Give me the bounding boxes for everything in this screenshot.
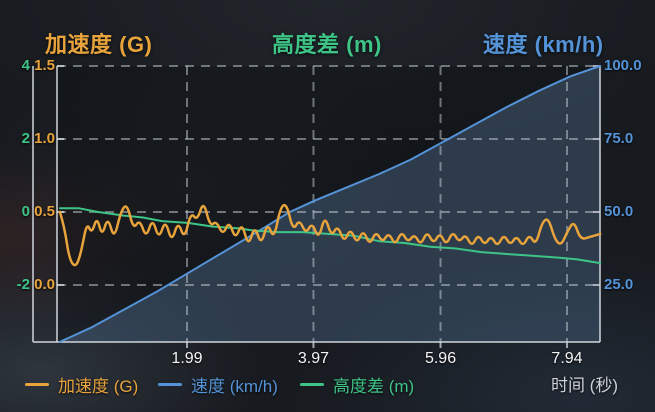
- speed-axis-title: 速度 (km/h): [483, 32, 604, 57]
- legend-label-height: 高度差 (m): [333, 376, 415, 396]
- speed-y-tick-label: 25.0: [604, 276, 634, 293]
- accel-y-tick-label: 0.5: [34, 203, 55, 220]
- speed-area-fill: [57, 66, 601, 342]
- series-line-speed: [58, 65, 602, 343]
- speed-y-tick-label: 100.0: [604, 57, 642, 74]
- x-tick-label: 7.94: [551, 350, 583, 367]
- height-axis-title: 高度差 (m): [272, 32, 382, 57]
- speed-y-tick-label: 75.0: [604, 130, 634, 147]
- accel-y-tick-label: 1.0: [34, 130, 55, 147]
- x-tick-label: 1.99: [171, 350, 203, 367]
- speed-line-swatch-icon: [158, 382, 182, 386]
- legend-label-speed: 速度 (km/h): [191, 376, 278, 396]
- height-line-swatch-icon: [300, 382, 324, 386]
- accel-y-tick-label: 0.0: [34, 276, 55, 293]
- legend-item-speed: 速度 (km/h): [158, 372, 278, 396]
- x-tick-label: 3.97: [297, 350, 330, 367]
- accel-axis-title: 加速度 (G): [45, 32, 153, 57]
- x-tick-label: 5.96: [424, 350, 457, 367]
- height-y-tick-label: -2: [16, 276, 30, 293]
- height-y-tick-label: 0: [21, 203, 30, 220]
- height-y-tick-label: 4: [21, 57, 30, 74]
- x-axis-title: 时间 (秒): [550, 376, 618, 395]
- legend-label-accel: 加速度 (G): [58, 376, 139, 396]
- height-y-tick-label: 2: [21, 130, 30, 147]
- legend-item-accel: 加速度 (G): [25, 372, 138, 396]
- legend-item-height: 高度差 (m): [300, 372, 414, 396]
- series-line-accel: [58, 203, 602, 267]
- accel-y-tick-label: 1.5: [34, 57, 55, 74]
- accel-line-swatch-icon: [25, 382, 49, 386]
- speed-y-tick-label: 50.0: [604, 203, 634, 220]
